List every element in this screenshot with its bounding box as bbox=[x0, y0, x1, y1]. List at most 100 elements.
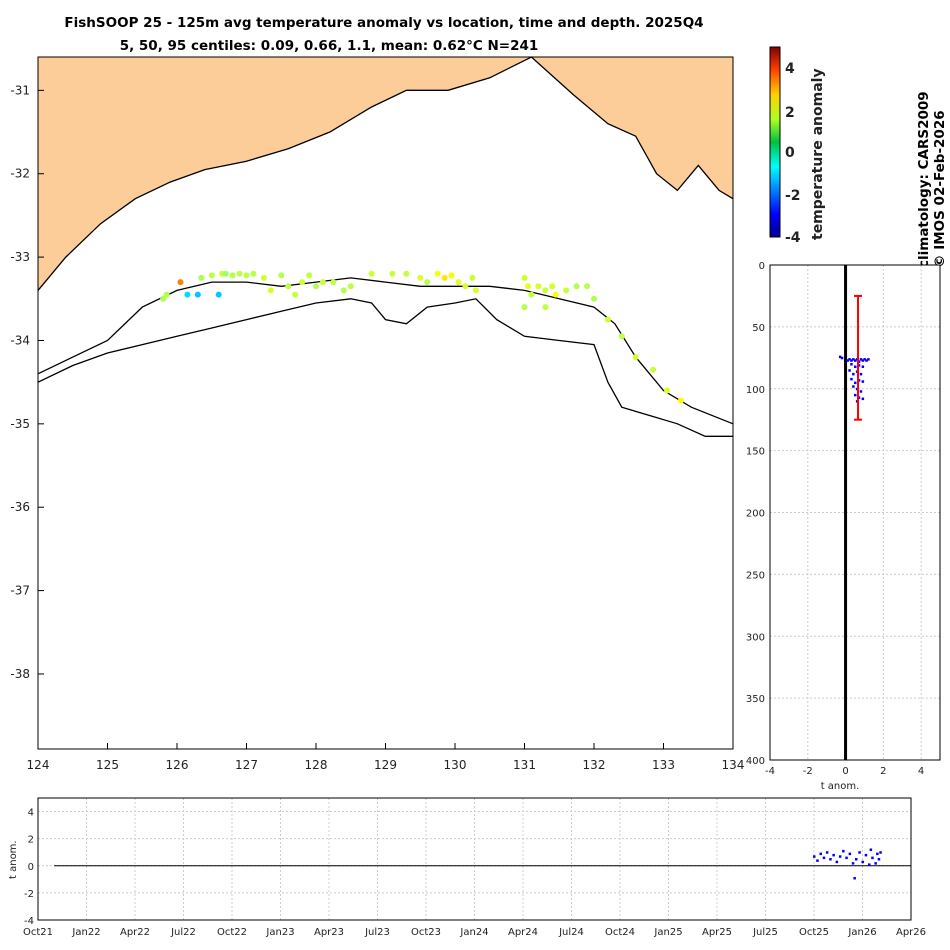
profile-frame bbox=[769, 264, 941, 761]
colorbar bbox=[769, 46, 781, 238]
ts-x-tick-label: Oct25 bbox=[799, 927, 829, 938]
ts-data-point bbox=[838, 855, 842, 858]
profile-y-tick-label: 100 bbox=[746, 385, 765, 396]
title-line-2: 5, 50, 95 centiles: 0.09, 0.66, 1.1, mea… bbox=[120, 38, 539, 54]
map-data-point bbox=[184, 291, 191, 298]
map-data-point bbox=[469, 274, 476, 281]
ts-data-point bbox=[842, 849, 845, 853]
profile-data-point bbox=[861, 380, 865, 383]
map-data-point bbox=[525, 283, 531, 290]
map-data-point bbox=[208, 272, 215, 279]
ts-x-tick-label: Jul24 bbox=[558, 927, 584, 938]
profile-data-point bbox=[854, 393, 857, 397]
ts-x-tick-label: Jan26 bbox=[847, 927, 876, 938]
land-area bbox=[38, 57, 733, 291]
map-x-tick-label: 130 bbox=[444, 758, 467, 772]
profile-data-point bbox=[861, 365, 865, 368]
profile-data-point bbox=[852, 358, 855, 361]
profile-x-tick-label: 4 bbox=[918, 766, 924, 777]
map-data-point bbox=[330, 279, 337, 286]
map-data-point bbox=[319, 279, 326, 286]
map-data-point bbox=[198, 274, 205, 281]
map-data-point bbox=[462, 283, 469, 290]
map-data-point bbox=[563, 287, 570, 294]
map-data-point bbox=[632, 354, 639, 361]
colorbar-tick: 4 bbox=[785, 61, 795, 77]
ts-data-point bbox=[869, 848, 873, 851]
map-data-point bbox=[403, 270, 410, 277]
profile-data-point bbox=[840, 356, 844, 360]
map-data-point bbox=[243, 272, 250, 279]
map-y-tick-label: -38 bbox=[10, 667, 30, 681]
profile-data-point bbox=[861, 359, 865, 362]
ts-frame bbox=[37, 797, 912, 921]
ts-data-point bbox=[861, 860, 864, 864]
profile-data-point bbox=[863, 358, 866, 361]
map-data-point bbox=[650, 366, 657, 373]
ts-x-tick-label: Jul23 bbox=[364, 927, 390, 938]
profile-x-tick-label: -4 bbox=[765, 766, 775, 777]
ts-data-point bbox=[829, 858, 832, 861]
profile-y-tick-label: 0 bbox=[759, 261, 765, 272]
map-data-point bbox=[236, 270, 243, 277]
map-x-tick-label: 129 bbox=[374, 758, 397, 772]
map-data-point bbox=[591, 295, 597, 302]
map-data-point bbox=[160, 295, 167, 302]
profile-y-tick-label: 150 bbox=[746, 447, 765, 458]
map-data-point bbox=[222, 270, 229, 277]
map-data-point bbox=[542, 287, 549, 294]
coastline bbox=[37, 56, 734, 291]
map-x-tick-label: 125 bbox=[96, 758, 119, 772]
profile-data-point bbox=[867, 358, 870, 361]
profile-data-point bbox=[846, 359, 849, 362]
map-data-point bbox=[285, 283, 292, 290]
map-y-tick-label: -35 bbox=[10, 417, 30, 431]
ts-data-point bbox=[819, 852, 822, 856]
map-data-point bbox=[584, 283, 591, 290]
profile-y-tick-label: 250 bbox=[746, 570, 765, 581]
ts-x-tick-label: Jan24 bbox=[459, 927, 488, 938]
climatology-note: climatology: CARS2009 bbox=[916, 91, 932, 268]
map-data-point bbox=[347, 283, 354, 290]
ts-x-tick-label: Jan22 bbox=[71, 927, 100, 938]
colorbar-tick: -4 bbox=[785, 230, 801, 246]
colorbar-label: temperature anomaly bbox=[810, 68, 826, 240]
profile-data-point bbox=[859, 358, 863, 361]
map-x-tick-label: 127 bbox=[235, 758, 258, 772]
profile-data-point bbox=[854, 381, 857, 385]
map-data-point bbox=[215, 291, 222, 298]
ts-y-tick-label: -2 bbox=[24, 889, 34, 900]
map-data-point bbox=[521, 274, 528, 281]
map-data-point bbox=[250, 270, 257, 277]
map-data-point bbox=[299, 279, 306, 286]
ts-x-tick-label: Apr26 bbox=[896, 927, 926, 938]
profile-x-tick-label: 2 bbox=[880, 766, 886, 777]
ts-data-point bbox=[848, 852, 852, 856]
map-data-point bbox=[604, 316, 611, 323]
map-data-point bbox=[472, 287, 479, 294]
profile-data-point bbox=[848, 369, 851, 372]
map-data-point bbox=[229, 272, 236, 279]
map-data-point bbox=[424, 279, 431, 286]
isobath-slope bbox=[37, 298, 733, 437]
colorbar-tick: 0 bbox=[785, 145, 795, 161]
ts-data-point bbox=[874, 862, 877, 865]
map-x-tick-label: 124 bbox=[27, 758, 50, 772]
profile-x-tick-label: -2 bbox=[803, 766, 813, 777]
ts-data-point bbox=[816, 859, 819, 862]
map-x-tick-label: 132 bbox=[583, 758, 606, 772]
ts-data-point bbox=[835, 860, 839, 864]
map-data-point bbox=[535, 283, 542, 290]
map-data-point bbox=[313, 283, 319, 290]
ts-data-point bbox=[845, 856, 848, 860]
ts-data-point bbox=[876, 852, 879, 856]
ts-data-point bbox=[822, 856, 826, 860]
ts-data-point bbox=[879, 851, 882, 854]
map-data-point bbox=[448, 272, 455, 279]
profile-data-point bbox=[848, 358, 851, 361]
title-line-1: FishSOOP 25 - 125m avg temperature anoma… bbox=[64, 15, 703, 31]
map-y-tick-label: -32 bbox=[10, 167, 30, 181]
ts-x-tick-label: Oct24 bbox=[605, 927, 635, 938]
profile-data-point bbox=[857, 364, 861, 367]
map-data-point bbox=[573, 283, 580, 290]
